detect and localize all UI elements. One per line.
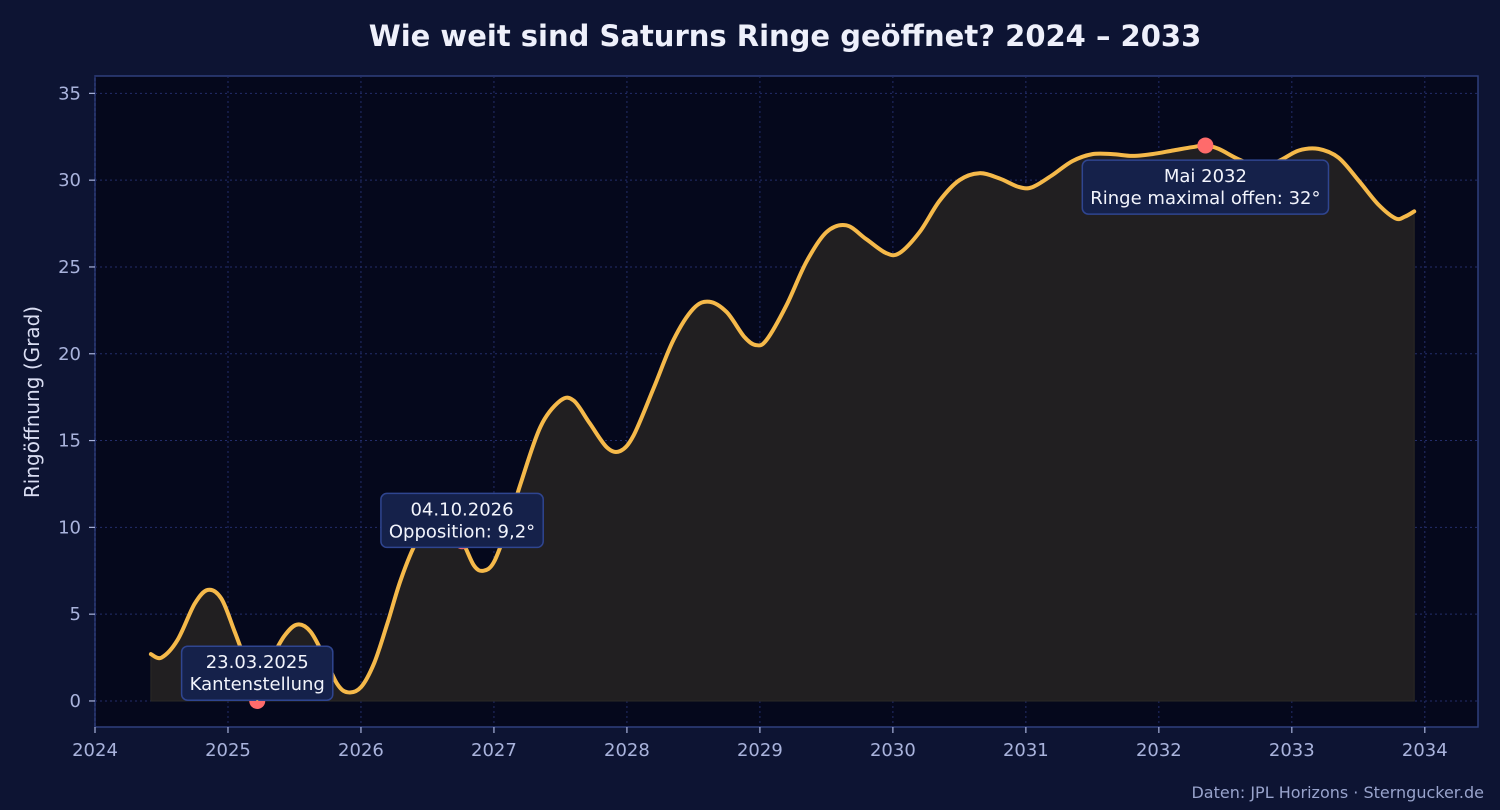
x-tick-label: 2033 <box>1269 740 1315 761</box>
y-axis-label: Ringöffnung (Grad) <box>20 306 44 498</box>
annotation-line2: Ringe maximal offen: 32° <box>1090 188 1320 209</box>
x-tick-label: 2032 <box>1136 740 1182 761</box>
y-tick-label: 5 <box>70 604 81 625</box>
y-tick-label: 15 <box>58 431 81 452</box>
y-tick-label: 30 <box>58 170 81 191</box>
y-tick-label: 10 <box>58 517 81 538</box>
x-tick-label: 2026 <box>338 740 384 761</box>
x-tick-label: 2024 <box>72 740 118 761</box>
annotation-box <box>1081 159 1330 215</box>
annotation-line2: Opposition: 9,2° <box>389 521 535 542</box>
x-tick-label: 2027 <box>471 740 517 761</box>
chart-title: Wie weit sind Saturns Ringe geöffnet? 20… <box>369 19 1202 53</box>
y-tick-label: 25 <box>58 257 81 278</box>
annotation-box <box>380 492 544 549</box>
x-tick-label: 2031 <box>1003 740 1049 761</box>
highlight-point <box>1197 137 1214 154</box>
source-note: Daten: JPL Horizons · Sterngucker.de <box>1191 783 1484 802</box>
y-axis: 0 5 10 15 20 25 30 35 <box>58 83 95 712</box>
x-tick-label: 2030 <box>870 740 916 761</box>
y-tick-label: 35 <box>58 83 81 104</box>
y-tick-label: 20 <box>58 344 81 365</box>
x-tick-label: 2028 <box>604 740 650 761</box>
annotation-line1: 04.10.2026 <box>410 499 513 520</box>
x-tick-label: 2029 <box>737 740 783 761</box>
annotation-line1: Mai 2032 <box>1164 166 1247 187</box>
x-tick-label: 2025 <box>205 740 251 761</box>
x-tick-label: 2034 <box>1402 740 1448 761</box>
x-axis: 2024 2025 2026 2027 2028 2029 2030 2031 2032 2033… <box>72 727 1448 761</box>
annotation-line1: 23.03.2025 <box>206 652 309 673</box>
annotation-line2: Kantenstellung <box>190 674 325 695</box>
y-tick-label: 0 <box>70 691 81 712</box>
